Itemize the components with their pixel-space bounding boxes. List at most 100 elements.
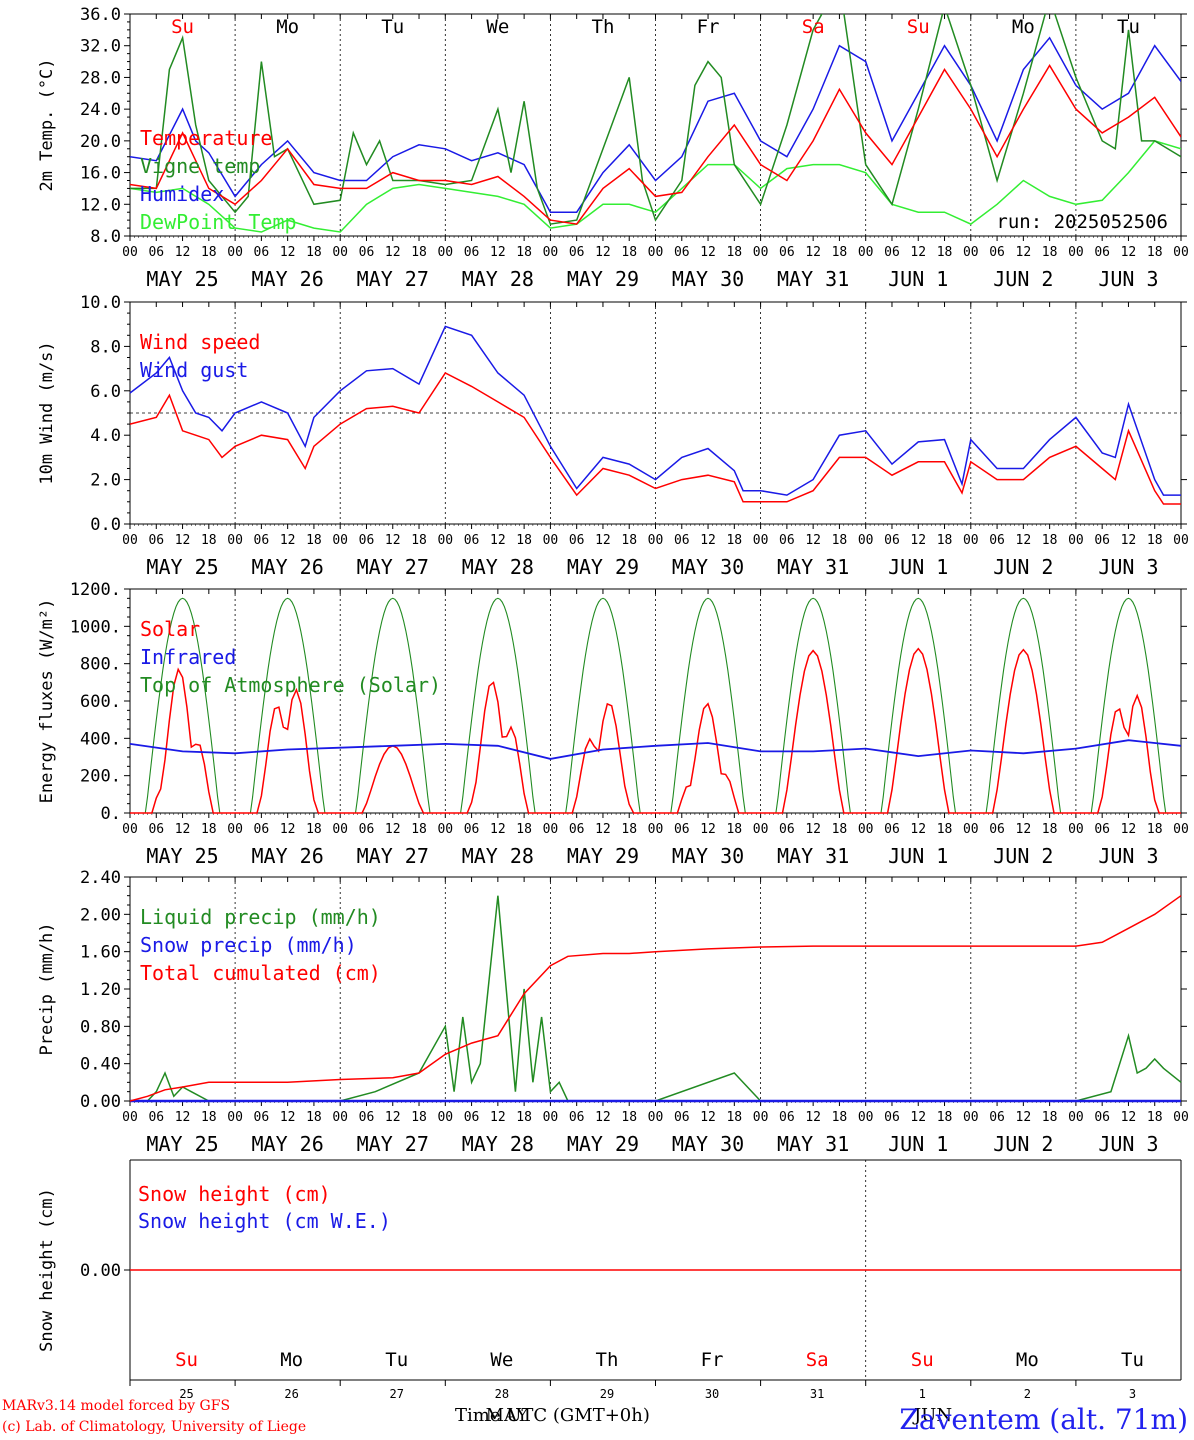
x-hour-label: 00	[1173, 822, 1189, 837]
day-name: Fr	[697, 16, 720, 38]
date-label: MAY 26	[252, 267, 324, 291]
x-hour-label: 18	[201, 1110, 217, 1125]
date-label: JUN 1	[888, 1132, 948, 1156]
series-liquid-precip-mm-h-	[130, 895, 1182, 1102]
x-hour-label: 12	[1121, 1110, 1137, 1125]
x-hour-label: 12	[805, 533, 821, 548]
x-hour-label: 00	[858, 245, 874, 260]
x-hour-label: 06	[359, 533, 375, 548]
x-hour-label: 00	[227, 533, 243, 548]
lab-credit: (c) Lab. of Climatology, University of L…	[2, 1419, 307, 1435]
x-hour-label: 18	[1147, 245, 1163, 260]
x-hour-label: 12	[385, 245, 401, 260]
x-hour-label: 12	[490, 533, 506, 548]
date-label: JUN 3	[1098, 555, 1158, 579]
x-hour-label: 06	[148, 245, 164, 260]
x-hour-label: 12	[700, 1110, 716, 1125]
date-label: MAY 27	[357, 555, 429, 579]
x-hour-label: 06	[884, 1110, 900, 1125]
x-hour-label: 00	[1173, 533, 1189, 548]
day-name: Mo	[280, 1349, 303, 1371]
y-tick-label: 10.0	[80, 293, 121, 313]
x-hour-label: 06	[989, 822, 1005, 837]
legend-humidex: Humidex	[140, 182, 224, 206]
legend-liquid-precip-mm-h-: Liquid precip (mm/h)	[140, 905, 381, 929]
day-name: Su	[911, 1349, 934, 1371]
y-tick-label: 24.0	[80, 100, 121, 120]
day-name: Fr	[701, 1349, 724, 1371]
date-label: JUN 2	[993, 267, 1053, 291]
x-hour-label: 12	[1016, 1110, 1032, 1125]
x-hour-label: 00	[543, 245, 559, 260]
x-hour-label: 00	[332, 245, 348, 260]
date-label: MAY 31	[777, 1132, 849, 1156]
x-hour-label: 06	[148, 533, 164, 548]
x-hour-label: 18	[306, 533, 322, 548]
day-name: Sa	[802, 16, 825, 38]
day-number: 26	[284, 1387, 298, 1401]
x-hour-label: 12	[490, 245, 506, 260]
x-hour-label: 06	[674, 822, 690, 837]
y-tick-label: 8.0	[90, 337, 121, 357]
x-hour-label: 06	[674, 245, 690, 260]
date-label: MAY 27	[357, 267, 429, 291]
legend-infrared: Infrared	[140, 645, 236, 669]
x-hour-label: 18	[411, 822, 427, 837]
date-label: MAY 29	[567, 267, 639, 291]
y-tick-label: 1.20	[80, 980, 121, 1000]
x-hour-label: 00	[963, 822, 979, 837]
series-wind-speed	[129, 372, 1181, 505]
x-hour-label: 18	[516, 822, 532, 837]
month-label: MAY	[485, 1405, 529, 1426]
x-hour-label: 06	[464, 533, 480, 548]
legend-temperature: Temperature	[140, 126, 272, 150]
x-hour-label: 18	[411, 245, 427, 260]
x-hour-label: 18	[411, 533, 427, 548]
x-hour-label: 12	[280, 533, 296, 548]
date-label: MAY 29	[567, 844, 639, 868]
x-hour-label: 00	[753, 245, 769, 260]
date-label: MAY 30	[672, 555, 744, 579]
x-hour-label: 12	[595, 533, 611, 548]
series-dewpoint-temp	[130, 140, 1181, 233]
x-hour-label: 06	[989, 245, 1005, 260]
y-tick-label: 4.0	[90, 426, 121, 446]
x-hour-label: 00	[1173, 1110, 1189, 1125]
date-label: JUN 3	[1098, 844, 1158, 868]
x-hour-label: 18	[726, 1110, 742, 1125]
x-hour-label: 12	[595, 822, 611, 837]
y-tick-label: 0.40	[80, 1055, 121, 1075]
date-label: JUN 3	[1098, 267, 1158, 291]
y-tick-label: 1.60	[80, 943, 121, 963]
date-label: MAY 25	[146, 844, 218, 868]
x-hour-label: 06	[569, 533, 585, 548]
day-name: Mo	[276, 16, 299, 38]
x-hour-label: 18	[937, 1110, 953, 1125]
x-hour-label: 00	[963, 1110, 979, 1125]
legend-total-cumulated-cm-: Total cumulated (cm)	[140, 961, 381, 985]
date-label: MAY 26	[252, 555, 324, 579]
x-hour-label: 18	[832, 533, 848, 548]
y-tick-label: 8.0	[90, 227, 121, 247]
day-name: Su	[175, 1349, 198, 1371]
date-label: MAY 26	[252, 1132, 324, 1156]
x-hour-label: 18	[1147, 1110, 1163, 1125]
x-hour-label: 06	[359, 245, 375, 260]
y-tick-label: 28.0	[80, 68, 121, 88]
x-hour-label: 00	[122, 533, 138, 548]
x-hour-label: 06	[884, 822, 900, 837]
x-hour-label: 00	[437, 533, 453, 548]
day-name: Sa	[806, 1349, 829, 1371]
y-axis-label: 10m Wind (m/s)	[37, 341, 57, 484]
y-axis-label: Snow height (cm)	[37, 1188, 57, 1352]
x-hour-label: 12	[175, 245, 191, 260]
date-label: JUN 2	[993, 555, 1053, 579]
y-tick-label: 2.40	[80, 868, 121, 888]
x-hour-label: 12	[595, 245, 611, 260]
x-hour-label: 12	[805, 1110, 821, 1125]
x-hour-label: 12	[1121, 245, 1137, 260]
x-hour-label: 18	[937, 245, 953, 260]
x-hour-label: 06	[359, 1110, 375, 1125]
x-hour-label: 18	[1147, 822, 1163, 837]
